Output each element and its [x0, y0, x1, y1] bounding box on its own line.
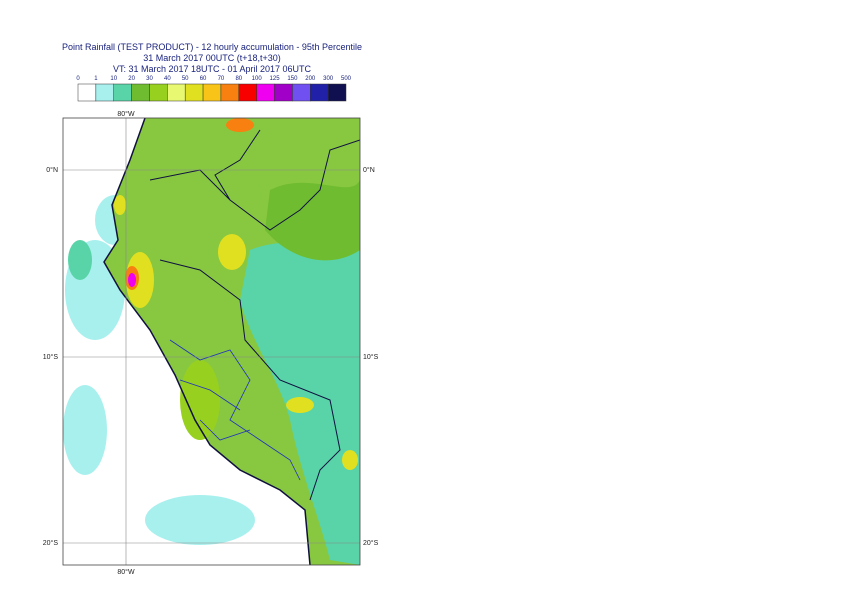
- legend-swatch: [95, 83, 114, 102]
- legend-label: 60: [200, 76, 207, 82]
- lon-label: 80°W: [117, 568, 135, 576]
- lat-label: 10°S: [363, 353, 379, 361]
- legend-label: 30: [146, 76, 153, 82]
- legend-label: 300: [323, 76, 334, 82]
- legend-label: 200: [305, 76, 316, 82]
- map-field: [63, 118, 360, 565]
- legend-label: 70: [218, 76, 225, 82]
- legend-swatch: [220, 83, 240, 102]
- map-frame: [62, 117, 361, 566]
- legend-label: 10: [110, 76, 117, 82]
- legend-label: 40: [164, 76, 171, 82]
- legend-swatch: [149, 83, 168, 102]
- lat-label: 20°S: [43, 539, 59, 547]
- title-line: Point Rainfall (TEST PRODUCT) - 12 hourl…: [62, 42, 362, 52]
- lon-label: 80°W: [117, 110, 135, 118]
- lat-label: 10°S: [43, 353, 59, 361]
- lat-label: 0°N: [46, 166, 58, 174]
- legend: 0 1 10 20 30 40 50 60 70 80 100 125 150 200 300 500: [76, 76, 352, 102]
- lat-label: 0°N: [363, 166, 375, 174]
- legend-swatch: [131, 83, 150, 102]
- legend-swatch: [167, 83, 186, 102]
- header: Point Rainfall (TEST PRODUCT) - 12 hourl…: [62, 42, 362, 74]
- legend-label: 20: [128, 76, 135, 82]
- legend-swatch: [184, 83, 204, 102]
- legend-label: 500: [341, 76, 352, 82]
- map: 80°W 80°W 0°N 10°S 20°S 0°N 10°S 20°S: [43, 110, 379, 576]
- legend-label: 100: [252, 76, 263, 82]
- legend-label: 125: [270, 76, 281, 82]
- legend-label: 50: [182, 76, 189, 82]
- title-line: VT: 31 March 2017 18UTC - 01 April 2017 …: [113, 64, 312, 74]
- legend-swatch: [256, 83, 275, 102]
- legend-swatch: [292, 83, 311, 102]
- legend-swatch: [202, 83, 222, 102]
- legend-swatch: [274, 83, 293, 102]
- lat-label: 20°S: [363, 539, 379, 547]
- legend-swatch: [327, 83, 347, 102]
- legend-label: 80: [235, 76, 242, 82]
- legend-swatch: [77, 83, 97, 102]
- legend-label: 1: [94, 76, 98, 82]
- title-line: 31 March 2017 00UTC (t+18,t+30): [143, 53, 281, 63]
- legend-label: 0: [76, 76, 80, 82]
- legend-label: 150: [287, 76, 298, 82]
- legend-swatch: [113, 83, 132, 102]
- legend-swatch: [238, 83, 257, 102]
- legend-swatch: [310, 83, 329, 102]
